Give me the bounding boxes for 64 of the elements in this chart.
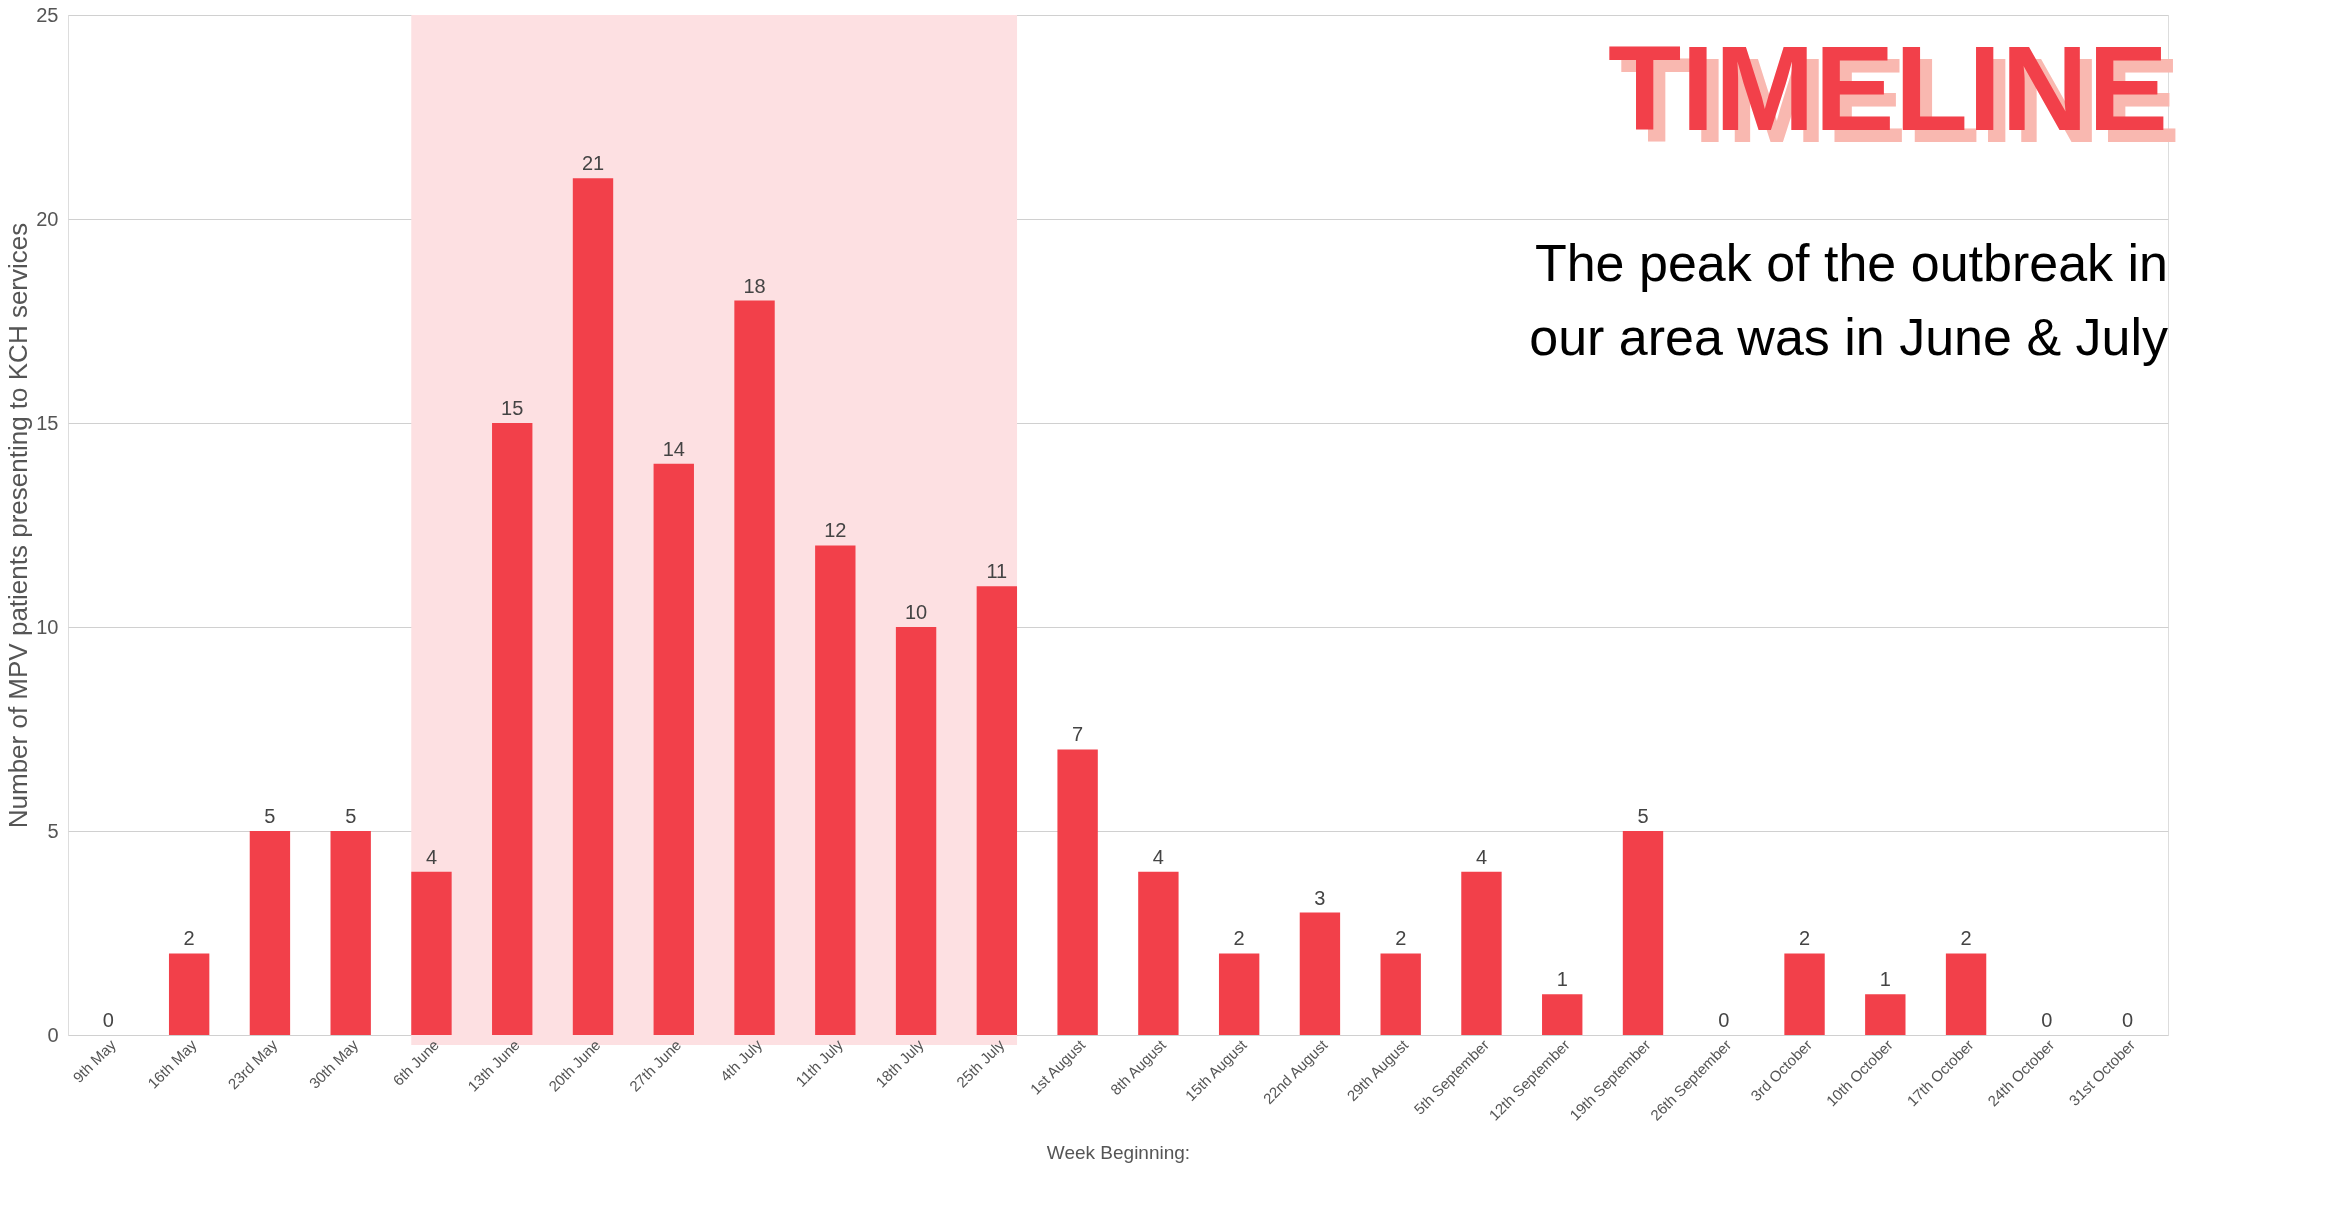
- bar: [815, 545, 856, 1035]
- data-label: 1: [1879, 968, 1891, 991]
- y-tick-label: 0: [47, 1023, 59, 1046]
- data-label: 2: [1233, 927, 1245, 950]
- data-label: 2: [1395, 927, 1407, 950]
- bar: [1784, 953, 1825, 1035]
- data-label: 11: [986, 560, 1008, 583]
- bar: [653, 463, 694, 1035]
- data-label: 5: [1637, 805, 1649, 827]
- data-label: 4: [1152, 845, 1164, 868]
- y-tick-label: 15: [36, 411, 59, 434]
- bar: [734, 300, 775, 1035]
- bar: [411, 871, 452, 1035]
- bar: [1299, 912, 1341, 1035]
- bar: [1057, 749, 1098, 1035]
- x-tick-label: 9th May: [69, 1035, 120, 1086]
- data-label: 12: [824, 519, 847, 542]
- bar: [895, 627, 937, 1035]
- x-tick-label: 16th May: [144, 1035, 201, 1092]
- data-label: 2: [1798, 927, 1811, 950]
- data-label: 0: [2041, 1009, 2053, 1031]
- data-label: 2: [183, 927, 195, 950]
- bar: [249, 831, 291, 1035]
- x-axis-title: Week Beginning:: [1046, 1141, 1191, 1163]
- data-label: 0: [1718, 1009, 1730, 1031]
- bar: [1218, 953, 1260, 1035]
- data-label: 18: [743, 274, 766, 297]
- bar: [1865, 994, 1906, 1035]
- bar: [492, 423, 533, 1035]
- data-label: 3: [1314, 886, 1326, 909]
- bar: [1380, 953, 1421, 1035]
- y-tick-label: 10: [36, 615, 59, 638]
- annotation: The peak of the outbreak in our area was in June & July: [1529, 234, 2168, 366]
- data-label: 5: [264, 805, 276, 827]
- data-label: 7: [1072, 723, 1084, 746]
- bar: [330, 831, 371, 1035]
- x-tick-label: 18th July: [872, 1035, 928, 1091]
- data-label: 1: [1556, 968, 1568, 991]
- data-label: 15: [501, 397, 524, 419]
- y-tick-label: 5: [47, 819, 59, 842]
- data-label: 5: [345, 805, 357, 827]
- data-label: 0: [2122, 1009, 2134, 1031]
- bar: [1945, 953, 1987, 1035]
- y-tick-label: 25: [36, 3, 59, 26]
- data-label: 21: [581, 152, 605, 175]
- data-label: 0: [102, 1009, 114, 1031]
- bar: [1622, 831, 1664, 1035]
- bar: [1542, 994, 1583, 1035]
- bar: [168, 953, 210, 1035]
- y-tick-label: 20: [36, 207, 59, 230]
- bar: [1461, 871, 1502, 1035]
- data-label: 4: [425, 845, 438, 868]
- x-tick-label: 11th July: [792, 1035, 847, 1090]
- bar: [976, 586, 1018, 1035]
- x-tick-label: 4th July: [716, 1035, 766, 1085]
- bar: [1138, 871, 1179, 1035]
- y-axis-title: Number of MPV patients presenting to KCH services: [3, 222, 34, 829]
- x-tick-label: 30th May: [305, 1035, 362, 1092]
- data-label: 10: [904, 601, 928, 623]
- data-label: 14: [662, 437, 685, 460]
- x-tick-label: 25th July: [952, 1035, 1008, 1091]
- bar: [572, 178, 614, 1035]
- data-label: 4: [1475, 845, 1488, 868]
- data-label: 2: [1960, 927, 1972, 950]
